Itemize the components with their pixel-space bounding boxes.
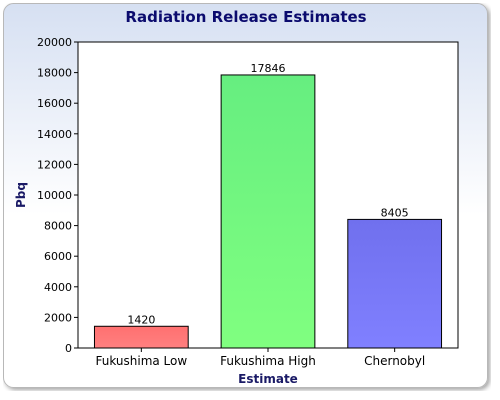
y-axis: 0 2000 4000 6000 8000 10000 12000 14000 16000 180… [37,36,78,355]
x-tick-label: Fukushima Low [95,354,187,368]
x-tick-label: Chernobyl [364,354,425,368]
y-tick-label: 20000 [37,36,72,49]
y-tick-label: 6000 [44,250,72,263]
y-tick-label: 4000 [44,281,72,294]
x-tick-label: Fukushima High [220,354,316,368]
bar [347,218,443,349]
y-tick-label: 2000 [44,311,72,324]
y-tick-label: 0 [65,342,72,355]
bar-data-label: 1420 [127,313,155,326]
y-tick-label: 12000 [37,158,72,171]
bar-data-label: 17846 [251,62,286,75]
chart-title: Radiation Release Estimates [125,8,366,26]
y-axis-title: Pbq [14,182,28,208]
y-tick-label: 8000 [44,220,72,233]
bars: 1420 17846 8405 [93,62,443,349]
bar-data-label: 8405 [381,206,409,219]
chart-frame: Radiation Release Estimates 0 2000 4000 600… [3,3,491,391]
x-axis: Fukushima Low Fukushima High Chernobyl [95,348,425,368]
y-tick-label: 14000 [37,128,72,141]
bar [220,74,316,349]
bar-chart: Radiation Release Estimates 0 2000 4000 600… [3,3,488,388]
bar [93,325,189,349]
y-tick-label: 18000 [37,67,72,80]
y-tick-label: 10000 [37,189,72,202]
x-axis-title: Estimate [238,372,298,386]
y-tick-label: 16000 [37,97,72,110]
